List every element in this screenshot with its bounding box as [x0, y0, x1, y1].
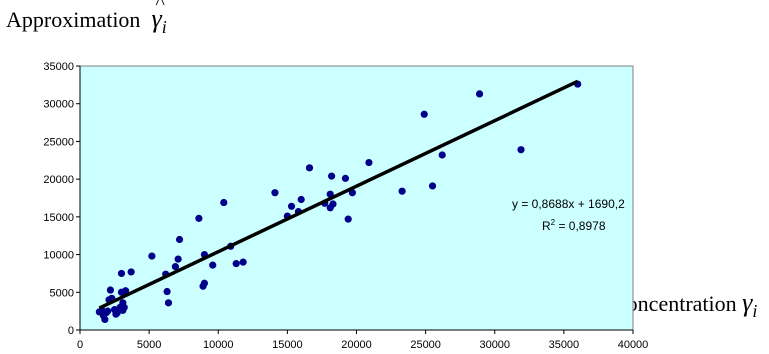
data-point: [200, 279, 209, 287]
x-axis: 0 5000 10000 15000 20000 25000 30000 35000 40000: [77, 329, 649, 351]
data-point: [171, 263, 179, 271]
y-tick-label: 25000: [43, 136, 74, 148]
y-tick-label: 0: [68, 325, 74, 337]
data-point: [220, 198, 228, 207]
data-point: [239, 258, 247, 266]
data-point: [517, 146, 525, 154]
r-squared-label: R2 = 0,8978: [542, 218, 606, 233]
data-point: [195, 214, 203, 222]
x-tick-label: 0: [77, 339, 83, 351]
y-tick-label: 5000: [50, 287, 74, 299]
plot-area: [79, 65, 634, 331]
x-tick-label: 10000: [203, 339, 234, 351]
data-point: [328, 172, 336, 180]
x-axis-symbol: γ: [742, 288, 753, 317]
data-point: [398, 187, 406, 195]
x-tick-label: 15000: [272, 339, 303, 351]
data-point: [232, 260, 240, 268]
x-tick-label: 35000: [549, 339, 580, 351]
data-point: [297, 195, 305, 204]
data-point: [101, 315, 109, 324]
data-point: [174, 255, 182, 263]
data-point: [127, 268, 135, 276]
y-axis-title-text: Approximation: [6, 7, 141, 32]
data-point: [287, 202, 296, 210]
data-point: [438, 151, 446, 159]
x-tick-label: 25000: [410, 339, 441, 351]
data-point: [420, 110, 428, 118]
y-tick-label: 30000: [43, 99, 74, 111]
data-point: [475, 90, 484, 98]
data-point: [329, 200, 337, 208]
data-point: [106, 286, 115, 294]
data-point: [271, 189, 279, 197]
data-point: [148, 252, 156, 260]
x-tick-label: 5000: [137, 339, 161, 351]
y-tick-label: 20000: [43, 174, 74, 186]
y-tick-label: 10000: [43, 250, 74, 262]
y-axis: 0 5000 10000 15000 20000 25000 30000 35000: [43, 61, 81, 337]
x-tick-label: 20000: [341, 339, 372, 351]
trendline: [98, 79, 579, 310]
data-point: [428, 182, 437, 190]
x-tick-label: 30000: [479, 339, 510, 351]
data-point: [305, 164, 314, 172]
data-point: [365, 158, 373, 167]
data-point: [163, 287, 171, 296]
data-point: [175, 235, 184, 244]
y-axis-symbol: γ ^: [151, 0, 164, 34]
y-axis-subscript: i: [161, 17, 167, 37]
trendline-equation: y = 0,8688x + 1690,2: [512, 197, 625, 211]
data-point: [164, 299, 173, 307]
hat-accent: ^: [155, 0, 165, 14]
data-point: [104, 307, 112, 315]
data-point: [120, 303, 128, 311]
data-point: [122, 287, 130, 295]
y-tick-label: 15000: [43, 212, 74, 224]
data-point: [344, 215, 352, 223]
x-axis-subscript: i: [752, 301, 758, 321]
data-point: [341, 174, 350, 182]
x-tick-label: 40000: [618, 339, 649, 351]
y-axis-title: Approximation γ ^ i: [6, 0, 167, 38]
y-tick-label: 35000: [43, 61, 74, 73]
data-point: [209, 261, 217, 269]
data-point: [117, 269, 126, 278]
